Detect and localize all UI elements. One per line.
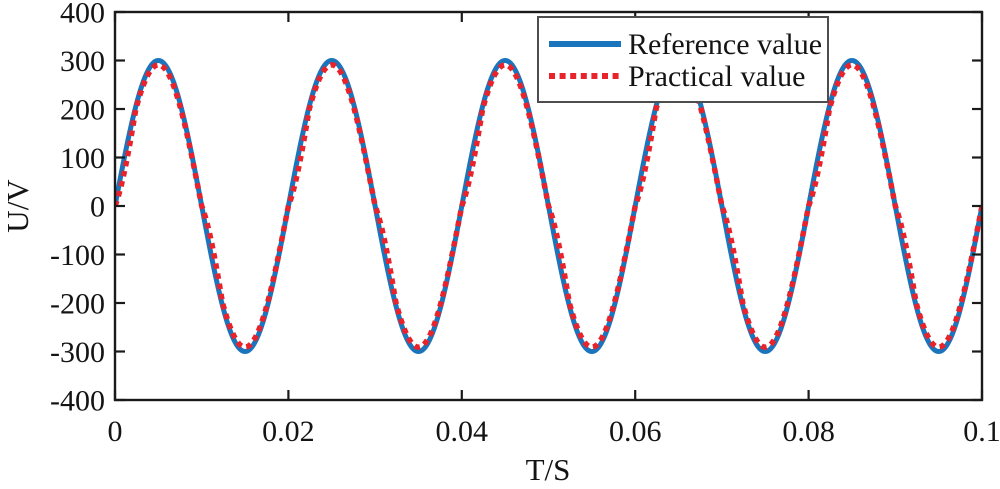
x-tick-label: 0.06: [609, 415, 662, 448]
y-tick-label: 0: [90, 191, 105, 224]
x-tick-label: 0.04: [436, 415, 489, 448]
y-tick-label: 200: [60, 94, 105, 127]
y-axis-label: U/V: [0, 179, 35, 233]
plot-curves: [115, 57, 982, 355]
legend-label-practical: Practical value: [628, 60, 805, 93]
x-tick-label: 0.02: [262, 415, 315, 448]
legend-label-reference: Reference value: [628, 28, 822, 61]
y-tick-label: 400: [60, 0, 105, 30]
plot-area: 0 0.02 0.04 0.06 0.08 0.1 -400 -300 -200 -100 0 100…: [50, 0, 1000, 448]
x-tick-label: 0: [108, 415, 123, 448]
y-tick-label: -200: [50, 288, 105, 321]
x-tick-label: 0.08: [782, 415, 835, 448]
x-axis-label: T/S: [526, 452, 571, 487]
legend-box: [537, 16, 829, 103]
legend: Reference value Practical value: [537, 16, 829, 103]
y-tick-label: -100: [50, 239, 105, 272]
y-tick-label: 100: [60, 142, 105, 175]
y-tick-label: -400: [50, 385, 105, 418]
y-tick-label: 300: [60, 45, 105, 78]
x-tick-label: 0.1: [963, 415, 1000, 448]
y-tick-label: -300: [50, 336, 105, 369]
series-practical-line: [115, 62, 982, 350]
